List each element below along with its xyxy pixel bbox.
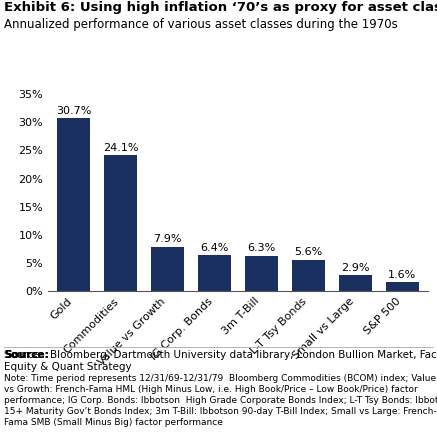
Bar [57,118,90,291]
Bar [292,260,325,291]
Text: 7.9%: 7.9% [153,234,182,245]
Text: Note: Time period represents 12/31/69-12/31/79  Bloomberg Commodities (BCOM) ind: Note: Time period represents 12/31/69-12… [4,374,437,427]
Text: Source:: Source: [4,350,49,360]
Text: 6.4%: 6.4% [201,243,229,253]
Text: 30.7%: 30.7% [56,106,92,116]
Text: Exhibit 6: Using high inflation ‘70’s as proxy for asset class returns: Exhibit 6: Using high inflation ‘70’s as… [4,1,437,14]
Bar [386,282,419,291]
Bar [104,155,137,291]
Bar [245,256,278,291]
Text: 6.3%: 6.3% [247,243,276,254]
Text: 24.1%: 24.1% [103,143,139,153]
Text: 2.9%: 2.9% [341,263,370,273]
Bar [151,247,184,291]
Text: Source:  Bloomberg, Dartmouth University data library, London Bullion Market, Fa: Source: Bloomberg, Dartmouth University … [4,350,437,372]
Text: 1.6%: 1.6% [388,270,416,280]
Text: Source:: Source: [4,350,49,360]
Bar [198,255,231,291]
Text: 5.6%: 5.6% [295,247,323,258]
Bar [339,275,372,291]
Text: Annualized performance of various asset classes during the 1970s: Annualized performance of various asset … [4,18,398,31]
